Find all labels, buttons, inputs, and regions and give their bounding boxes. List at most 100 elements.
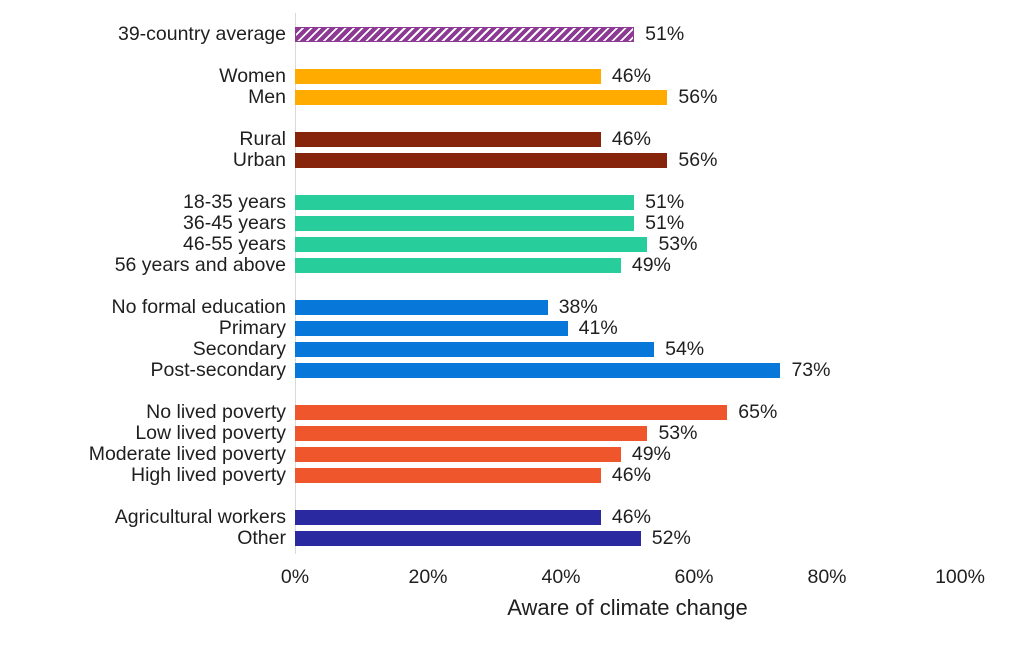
bar-row: Other 52% <box>0 528 1024 549</box>
value-label: 53% <box>658 422 698 444</box>
value-label: 46% <box>611 464 651 486</box>
bar-track: 46% <box>295 66 960 87</box>
value-label: 53% <box>658 233 698 255</box>
bar-track: 38% <box>295 297 960 318</box>
bar-row: Moderate lived poverty 49% <box>0 444 1024 465</box>
bar-track: 49% <box>295 444 960 465</box>
bar-track: 73% <box>295 360 960 381</box>
x-tick-label: 0% <box>280 566 310 588</box>
category-label: 18-35 years <box>183 191 286 213</box>
x-tick-label: 40% <box>541 566 581 588</box>
bar-track: 51% <box>295 24 960 45</box>
value-label: 52% <box>651 527 691 549</box>
bar-row: High lived poverty 46% <box>0 465 1024 486</box>
bar <box>295 258 621 273</box>
bar-track: 46% <box>295 129 960 150</box>
bar-group-age: 18-35 years 51% 36-45 years 51% 46-55 years 5… <box>0 192 1024 276</box>
bar-row: 56 years and above 49% <box>0 255 1024 276</box>
bar-group-location: Rural 46% Urban 56% <box>0 129 1024 171</box>
bar-row: 18-35 years 51% <box>0 192 1024 213</box>
bar-track: 46% <box>295 465 960 486</box>
bar <box>295 342 655 357</box>
bar-track: 56% <box>295 150 960 171</box>
bar-row: Low lived poverty 53% <box>0 423 1024 444</box>
x-tick-label: 100% <box>935 566 985 588</box>
bar-row: 46-55 years 53% <box>0 234 1024 255</box>
bar <box>295 405 728 420</box>
value-label: 49% <box>631 443 671 465</box>
bar-track: 52% <box>295 528 960 549</box>
bar <box>295 447 621 462</box>
value-label: 51% <box>645 191 685 213</box>
value-label: 73% <box>791 359 831 381</box>
bar-group-education: No formal education 38% Primary 41% Secondar… <box>0 297 1024 381</box>
category-label: Secondary <box>192 338 286 360</box>
bar-track: 46% <box>295 507 960 528</box>
plot-area: 39-country average 51% Women 46% Men 56% Rural… <box>0 24 1024 570</box>
category-label: Other <box>237 527 286 549</box>
category-label: Agricultural workers <box>114 506 286 528</box>
bar-row: 36-45 years 51% <box>0 213 1024 234</box>
bar-row: Men 56% <box>0 87 1024 108</box>
x-axis-title: Aware of climate change <box>507 595 748 620</box>
category-label: Urban <box>232 149 286 171</box>
category-label: Rural <box>239 128 286 150</box>
bar <box>295 237 648 252</box>
bar <box>295 195 635 210</box>
value-label: 46% <box>611 65 651 87</box>
bar-track: 53% <box>295 423 960 444</box>
value-label: 56% <box>678 149 718 171</box>
bar-row: No lived poverty 65% <box>0 402 1024 423</box>
bar-row: Post-secondary 73% <box>0 360 1024 381</box>
bar-row: No formal education 38% <box>0 297 1024 318</box>
bar-row: Women 46% <box>0 66 1024 87</box>
bar-group-average: 39-country average 51% <box>0 24 1024 45</box>
value-label: 51% <box>645 212 685 234</box>
bar <box>295 426 648 441</box>
bar-track: 41% <box>295 318 960 339</box>
category-label: 39-country average <box>117 23 286 45</box>
bar-row: Agricultural workers 46% <box>0 507 1024 528</box>
bar-track: 65% <box>295 402 960 423</box>
bar-row: Rural 46% <box>0 129 1024 150</box>
bar-group-lived-poverty: No lived poverty 65% Low lived poverty 53% M… <box>0 402 1024 486</box>
x-tick-label: 20% <box>408 566 448 588</box>
value-label: 49% <box>631 254 671 276</box>
bar <box>295 300 548 315</box>
bar <box>295 468 601 483</box>
category-label: Post-secondary <box>150 359 286 381</box>
category-label: No formal education <box>111 296 286 318</box>
value-label: 41% <box>578 317 618 339</box>
category-label: 46-55 years <box>183 233 286 255</box>
bar <box>295 321 568 336</box>
value-label: 38% <box>558 296 598 318</box>
category-label: Men <box>248 86 286 108</box>
bar-row: Secondary 54% <box>0 339 1024 360</box>
bar <box>295 90 668 105</box>
bar <box>295 363 781 378</box>
x-tick-label: 60% <box>674 566 714 588</box>
bar-track: 53% <box>295 234 960 255</box>
bar-track: 51% <box>295 192 960 213</box>
bar <box>295 216 635 231</box>
bar-row: Primary 41% <box>0 318 1024 339</box>
bar <box>295 69 601 84</box>
value-label: 46% <box>611 128 651 150</box>
category-label: 36-45 years <box>183 212 286 234</box>
category-label: No lived poverty <box>146 401 286 423</box>
value-label: 46% <box>611 506 651 528</box>
category-label: 56 years and above <box>114 254 286 276</box>
bar-track: 56% <box>295 87 960 108</box>
bar <box>295 510 601 525</box>
bar <box>295 531 641 546</box>
value-label: 54% <box>665 338 705 360</box>
bar-group-gender: Women 46% Men 56% <box>0 66 1024 108</box>
bar-row: 39-country average 51% <box>0 24 1024 45</box>
bar-track: 51% <box>295 213 960 234</box>
bar-track: 54% <box>295 339 960 360</box>
bar-track: 49% <box>295 255 960 276</box>
x-tick-label: 80% <box>807 566 847 588</box>
bar-row: Urban 56% <box>0 150 1024 171</box>
x-axis-ticks: 0% 20% 40% 60% 80% 100% <box>281 566 985 588</box>
